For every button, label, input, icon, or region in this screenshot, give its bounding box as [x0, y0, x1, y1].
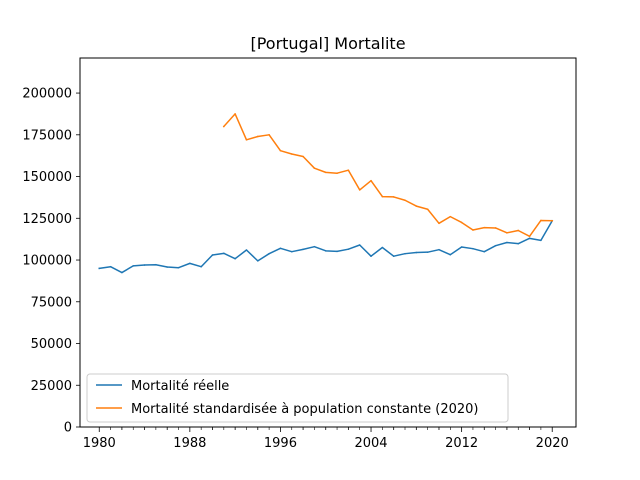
data-point-0-1991	[223, 252, 225, 255]
data-point-0-2001	[336, 250, 338, 253]
data-point-0-1995	[268, 252, 270, 255]
y-tick-label-0: 0	[64, 421, 72, 436]
x-tick-label-2020: 2020	[536, 436, 569, 451]
data-point-0-1989	[200, 265, 202, 268]
data-point-0-1981	[109, 265, 112, 268]
data-point-1-1997	[290, 153, 293, 155]
data-point-0-1998	[302, 248, 304, 251]
data-point-1-2019	[540, 219, 542, 222]
y-tick-label-50000: 50000	[31, 337, 72, 352]
data-point-1-2003	[358, 189, 361, 191]
data-point-1-1994	[256, 135, 259, 138]
data-point-0-1986	[166, 266, 168, 268]
data-point-0-2015	[494, 244, 497, 247]
data-point-1-2006	[392, 196, 395, 198]
data-point-1-1998	[302, 155, 304, 158]
data-point-0-2013	[472, 247, 474, 250]
data-point-1-2011	[449, 215, 452, 218]
data-point-1-1996	[279, 149, 282, 152]
y-tick-label-100000: 100000	[22, 254, 72, 269]
data-point-0-1994	[256, 260, 259, 262]
data-point-0-1999	[313, 245, 316, 248]
data-point-1-2002	[347, 169, 350, 171]
data-point-0-2018	[528, 237, 531, 240]
data-point-1-2016	[506, 232, 508, 234]
data-point-0-2014	[483, 250, 486, 253]
data-point-1-2020	[551, 219, 554, 222]
data-point-0-2008	[415, 251, 418, 254]
x-tick-label-2012: 2012	[445, 436, 478, 451]
data-point-0-1988	[189, 262, 191, 265]
data-point-0-1997	[290, 250, 293, 253]
data-point-1-2004	[370, 179, 372, 182]
data-point-1-1999	[313, 167, 316, 169]
x-tick-label-2004: 2004	[354, 436, 387, 451]
data-point-1-2012	[460, 221, 463, 224]
legend: Mortalité réelle Mortalité standardisée …	[86, 373, 509, 423]
plot-frame	[79, 57, 577, 428]
data-point-0-1996	[279, 247, 282, 250]
x-tick-label-1996: 1996	[264, 436, 297, 451]
data-point-0-1987	[177, 266, 180, 269]
data-point-1-2008	[415, 205, 418, 207]
data-point-1-1995	[268, 134, 270, 136]
data-point-1-2009	[426, 208, 429, 211]
data-point-0-1993	[245, 249, 248, 251]
data-point-0-2004	[370, 255, 372, 257]
chart-title: [Portugal] Mortalite	[250, 34, 405, 53]
y-tick-label-125000: 125000	[22, 212, 72, 227]
data-point-1-2015	[494, 227, 497, 229]
data-point-0-2002	[347, 248, 350, 250]
data-point-0-2010	[438, 248, 440, 251]
y-tick-label-175000: 175000	[22, 128, 72, 143]
series-line-1	[222, 113, 553, 238]
data-point-0-2006	[392, 255, 395, 257]
data-point-0-1985	[155, 263, 157, 266]
y-tick-label-75000: 75000	[31, 295, 72, 310]
data-point-1-2013	[472, 229, 474, 231]
y-axis: 0 25000 50000 75000 100000 125000 150000 175000…	[22, 87, 80, 436]
data-point-0-2009	[426, 251, 429, 253]
data-point-1-2005	[381, 195, 384, 198]
x-tick-label-1988: 1988	[173, 436, 206, 451]
data-point-1-2018	[528, 235, 531, 238]
data-point-0-1980	[98, 267, 101, 270]
data-point-1-2001	[336, 172, 338, 175]
data-point-0-2011	[449, 253, 452, 256]
data-point-0-2012	[460, 246, 463, 248]
data-point-0-2003	[358, 244, 361, 246]
data-point-0-2005	[381, 246, 384, 249]
y-tick-label-150000: 150000	[22, 170, 72, 185]
series-lines	[98, 113, 554, 274]
data-point-0-1990	[211, 254, 214, 256]
data-point-0-1982	[121, 271, 123, 274]
legend-label-reelle: Mortalité réelle	[131, 379, 229, 394]
data-point-0-2017	[517, 242, 520, 245]
data-point-1-1991	[223, 125, 225, 128]
x-axis: 1980 1988 1996 2004 2012 2020	[83, 427, 569, 451]
legend-box	[86, 373, 509, 423]
data-point-1-2000	[324, 171, 327, 174]
data-point-1-1992	[234, 113, 236, 115]
y-tick-label-25000: 25000	[31, 379, 72, 394]
data-point-1-2007	[404, 199, 406, 202]
data-point-0-2007	[404, 252, 406, 255]
data-point-0-2000	[324, 250, 327, 252]
data-point-0-1983	[132, 265, 135, 267]
x-tick-label-1980: 1980	[83, 436, 116, 451]
data-point-0-2016	[506, 241, 508, 244]
data-point-1-1993	[245, 139, 248, 141]
legend-label-standardisee: Mortalité standardisée à population cons…	[131, 402, 478, 417]
data-point-0-1992	[234, 257, 236, 260]
data-point-1-2017	[517, 229, 520, 232]
plot-area	[80, 58, 576, 427]
y-tick-label-200000: 200000	[22, 87, 72, 102]
data-point-1-2014	[483, 226, 486, 229]
data-point-0-1984	[143, 264, 146, 266]
data-point-0-2019	[540, 239, 542, 242]
data-point-1-2010	[438, 222, 440, 225]
